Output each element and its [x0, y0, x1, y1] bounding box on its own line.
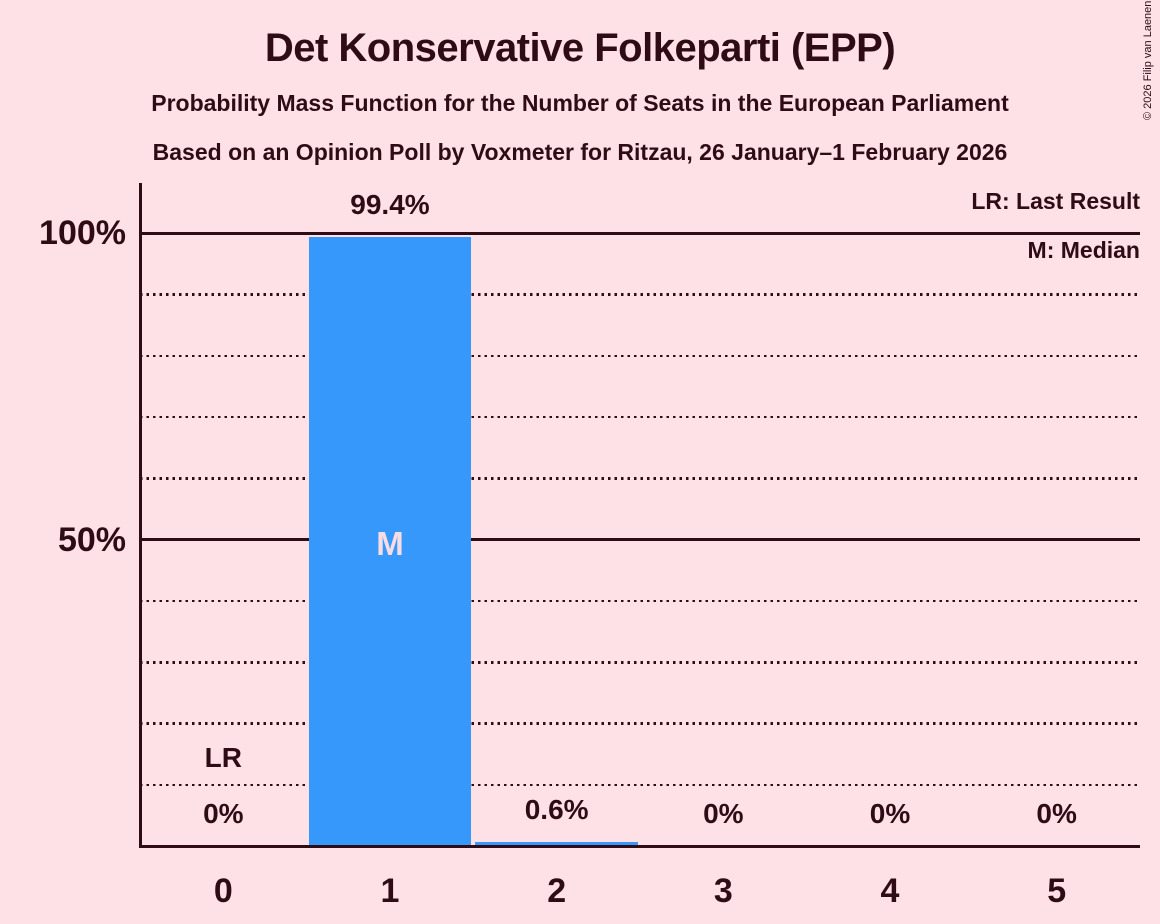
gridline-dotted-20pct	[140, 722, 1140, 725]
gridline-dotted-40pct	[140, 599, 1140, 603]
x-tick-label-2: 2	[547, 872, 567, 910]
gridline-dotted-30pct	[140, 661, 1140, 664]
gridline-solid-100pct	[140, 231, 1140, 235]
bar-value-label-0: 0%	[203, 798, 244, 829]
chart-subtitle-poll: Based on an Opinion Poll by Voxmeter for…	[152, 139, 1008, 165]
x-tick-label-0: 0	[213, 872, 233, 910]
x-tick-label-5: 5	[1047, 872, 1067, 910]
x-axis-line	[138, 844, 1140, 848]
x-tick-label-4: 4	[880, 872, 900, 910]
bar-value-label-2: 0.6%	[524, 794, 589, 826]
gridline-dotted-90pct	[140, 293, 1140, 296]
gridline-solid-50pct	[140, 538, 1140, 541]
x-tick-label-1: 1	[380, 872, 400, 910]
bar-value-label-3: 0%	[703, 798, 744, 829]
gridline-dotted-80pct	[140, 354, 1140, 358]
bar-value-label-5: 0%	[1036, 798, 1077, 829]
last-result-marker: LR	[204, 742, 242, 773]
bar-seats-1	[308, 236, 472, 846]
chart-subtitle-pmf: Probability Mass Function for the Number…	[151, 90, 1009, 116]
gridline-dotted-10pct	[140, 783, 1140, 787]
gridline-dotted-70pct	[140, 415, 1140, 419]
gridline-dotted-60pct	[140, 477, 1140, 480]
median-marker: M	[376, 524, 404, 562]
x-tick-label-3: 3	[713, 872, 733, 910]
legend-median: M: Median	[1027, 237, 1140, 263]
y-tick-label-50pct: 50%	[57, 520, 126, 559]
bar-seats-2	[475, 842, 638, 846]
y-axis-line	[138, 183, 142, 848]
y-tick-label-100pct: 100%	[39, 214, 126, 252]
legend-last-result: LR: Last Result	[971, 188, 1140, 214]
chart-title: Det Konservative Folkeparti (EPP)	[264, 26, 896, 70]
bar-value-label-1: 99.4%	[350, 188, 430, 220]
bar-value-label-4: 0%	[869, 798, 911, 829]
